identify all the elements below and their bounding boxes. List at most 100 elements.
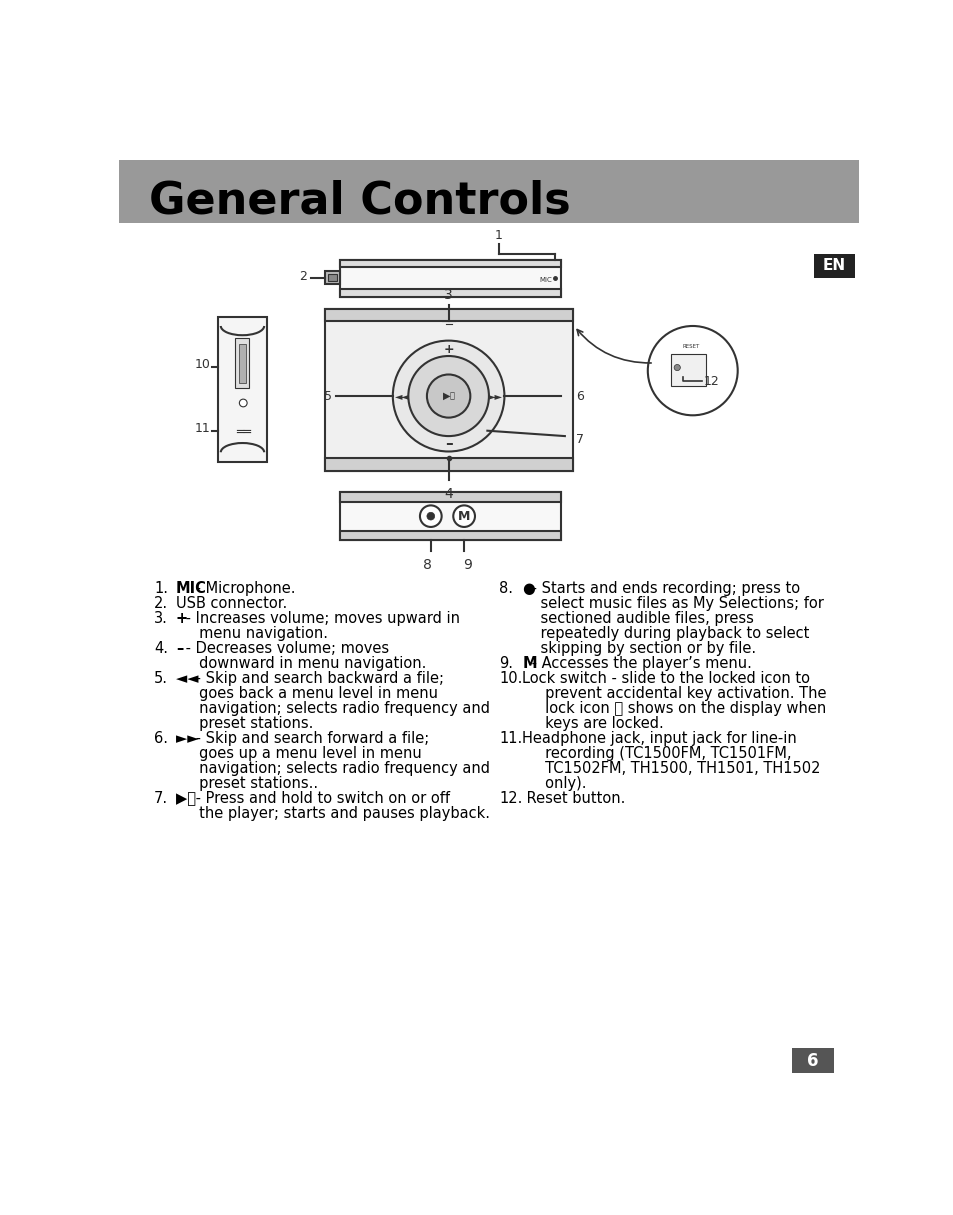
Text: - Accesses the player’s menu.: - Accesses the player’s menu.: [527, 656, 752, 671]
Text: ⏸: ⏸: [450, 391, 455, 401]
Text: lock icon 🔒 shows on the display when: lock icon 🔒 shows on the display when: [521, 701, 825, 716]
Text: - Decreases volume; moves: - Decreases volume; moves: [181, 640, 389, 656]
Text: downward in menu navigation.: downward in menu navigation.: [175, 656, 426, 671]
Text: - Starts and ends recording; press to: - Starts and ends recording; press to: [527, 581, 800, 595]
Text: 8.: 8.: [498, 581, 513, 595]
Bar: [324, 271, 340, 283]
Bar: [324, 309, 572, 321]
Text: select music files as My Selections; for: select music files as My Selections; for: [521, 595, 823, 611]
Text: keys are locked.: keys are locked.: [521, 716, 663, 731]
Bar: [238, 345, 246, 383]
Text: 12.: 12.: [498, 791, 522, 806]
Text: ▶⏸: ▶⏸: [175, 791, 201, 806]
Text: the player; starts and pauses playback.: the player; starts and pauses playback.: [175, 806, 489, 821]
Text: –: –: [444, 436, 452, 451]
Text: Lock switch - slide to the locked icon to: Lock switch - slide to the locked icon t…: [521, 671, 809, 686]
Bar: [340, 492, 560, 502]
Text: 9: 9: [462, 558, 471, 572]
Bar: [340, 260, 560, 267]
Text: goes back a menu level in menu: goes back a menu level in menu: [175, 686, 437, 701]
Text: 7.: 7.: [154, 791, 168, 806]
Text: MIC: MIC: [175, 581, 207, 595]
Text: M: M: [521, 656, 537, 671]
Text: 7: 7: [576, 433, 584, 446]
Text: ══: ══: [235, 425, 251, 439]
Text: EN: EN: [822, 259, 845, 273]
Text: menu navigation.: menu navigation.: [175, 626, 328, 640]
Text: prevent accidental key activation. The: prevent accidental key activation. The: [521, 686, 826, 701]
Text: 6: 6: [806, 1051, 818, 1069]
Text: 2: 2: [298, 270, 307, 283]
Text: repeatedly during playback to select: repeatedly during playback to select: [521, 626, 809, 640]
Text: 9.: 9.: [498, 656, 513, 671]
Text: 6: 6: [576, 390, 584, 402]
Text: ►►: ►►: [487, 391, 502, 401]
Circle shape: [453, 505, 475, 527]
Text: - Microphone.: - Microphone.: [191, 581, 295, 595]
Text: +: +: [175, 611, 188, 626]
Circle shape: [427, 513, 435, 520]
Bar: [119, 159, 858, 222]
Bar: [218, 317, 266, 462]
Circle shape: [647, 326, 737, 416]
Bar: [324, 458, 572, 470]
Text: goes up a menu level in menu: goes up a menu level in menu: [175, 746, 421, 761]
Text: Reset button.: Reset button.: [521, 791, 625, 806]
Text: - Skip and search backward a file;: - Skip and search backward a file;: [191, 671, 444, 686]
Text: 4.: 4.: [154, 640, 168, 656]
Text: 12: 12: [703, 375, 719, 388]
Bar: [235, 338, 249, 389]
Text: 8: 8: [423, 558, 432, 572]
Text: 4: 4: [444, 487, 453, 501]
Text: RESET: RESET: [681, 344, 700, 349]
Text: only).: only).: [521, 776, 586, 791]
Text: preset stations.: preset stations.: [175, 716, 313, 731]
Text: 11.: 11.: [498, 731, 521, 746]
Bar: [791, 1049, 833, 1073]
Text: 5.: 5.: [154, 671, 168, 686]
Text: –: –: [175, 640, 183, 656]
Text: General Controls: General Controls: [149, 180, 570, 222]
Text: USB connector.: USB connector.: [175, 595, 287, 611]
Text: ◄◄: ◄◄: [175, 671, 203, 686]
Text: Headphone jack, input jack for line-in: Headphone jack, input jack for line-in: [521, 731, 796, 746]
Text: 2.: 2.: [154, 595, 168, 611]
Text: - Press and hold to switch on or off: - Press and hold to switch on or off: [191, 791, 450, 806]
Text: 1.: 1.: [154, 581, 168, 595]
Bar: [670, 354, 705, 386]
Text: skipping by section or by file.: skipping by section or by file.: [521, 640, 756, 656]
Text: 3: 3: [444, 288, 453, 303]
Text: ▶: ▶: [442, 391, 450, 401]
Text: TC1502FM, TH1500, TH1501, TH1502: TC1502FM, TH1500, TH1501, TH1502: [521, 761, 820, 776]
Bar: [328, 273, 336, 282]
Circle shape: [393, 340, 504, 452]
Text: navigation; selects radio frequency and: navigation; selects radio frequency and: [175, 701, 489, 716]
Circle shape: [239, 400, 247, 407]
Text: - Increases volume; moves upward in: - Increases volume; moves upward in: [181, 611, 459, 626]
Text: sectioned audible files, press: sectioned audible files, press: [521, 611, 753, 626]
Bar: [340, 289, 560, 296]
Text: 10.: 10.: [498, 671, 522, 686]
Text: 10: 10: [194, 358, 211, 371]
Text: ◄◄: ◄◄: [395, 391, 409, 401]
Bar: [324, 309, 572, 470]
Text: +: +: [443, 344, 454, 356]
Text: ►►: ►►: [175, 731, 203, 746]
Text: 5: 5: [324, 390, 332, 402]
Text: 6.: 6.: [154, 731, 168, 746]
Bar: [813, 254, 855, 278]
Circle shape: [674, 364, 679, 371]
Circle shape: [419, 505, 441, 527]
Text: 11: 11: [194, 422, 211, 435]
Text: navigation; selects radio frequency and: navigation; selects radio frequency and: [175, 761, 489, 776]
Text: M: M: [457, 509, 470, 522]
Text: MIC: MIC: [538, 277, 552, 283]
Bar: [340, 260, 560, 296]
Text: recording (TC1500FM, TC1501FM,: recording (TC1500FM, TC1501FM,: [521, 746, 791, 761]
Text: 1: 1: [495, 230, 502, 242]
Text: - Skip and search forward a file;: - Skip and search forward a file;: [191, 731, 429, 746]
Circle shape: [408, 356, 488, 436]
Bar: [340, 492, 560, 539]
Bar: [340, 531, 560, 539]
Text: preset stations..: preset stations..: [175, 776, 317, 791]
